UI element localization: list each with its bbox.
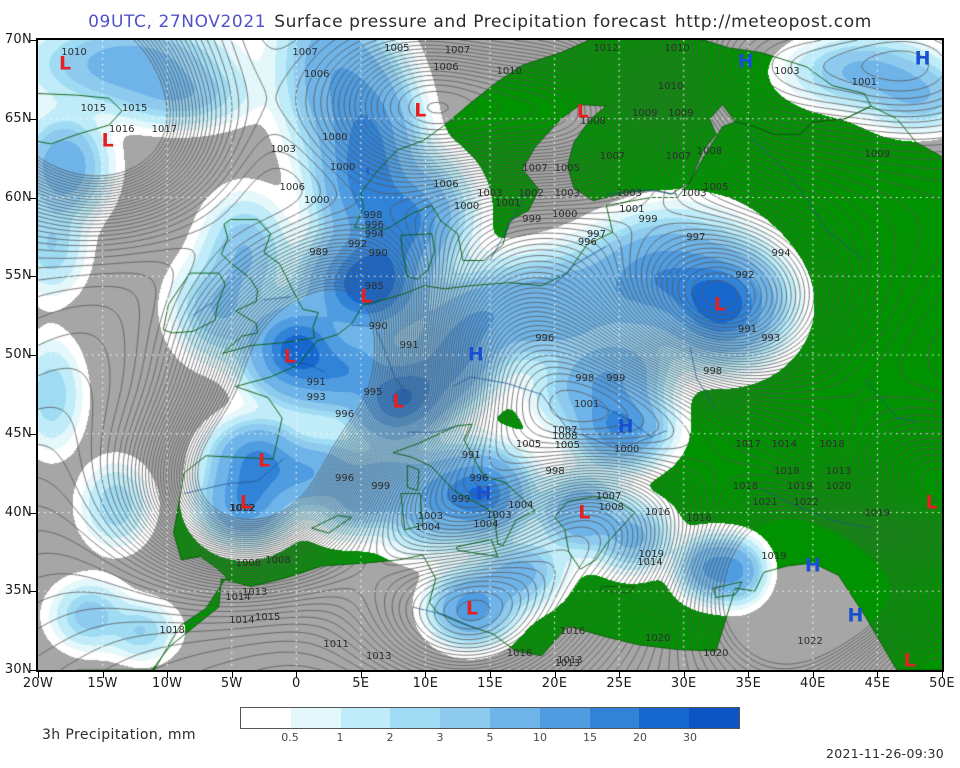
lon-tick xyxy=(102,672,104,678)
lon-label-40E: 40E xyxy=(800,676,826,691)
colorbar-segment-3[interactable] xyxy=(390,708,441,728)
lon-label-15E: 15E xyxy=(477,676,503,691)
colorbar-tick-10: 10 xyxy=(533,731,547,744)
low-pressure-marker: L xyxy=(239,491,252,514)
colorbar-segment-9[interactable] xyxy=(689,708,739,728)
lat-tick xyxy=(30,355,36,356)
colorbar-tick-20: 20 xyxy=(633,731,647,744)
lat-label-40N: 40N xyxy=(4,504,32,520)
map-frame[interactable]: 1010 1015 1015 1016 1017 1005 1007 1006 1012 1010… xyxy=(36,38,944,672)
lon-tick xyxy=(296,672,298,678)
lat-label-55N: 55N xyxy=(4,268,32,284)
lat-tick xyxy=(30,670,36,671)
title-description: Surface pressure and Precipitation forec… xyxy=(274,12,667,32)
lon-label-20W: 20W xyxy=(22,676,54,691)
lon-label-20E: 20E xyxy=(541,676,568,691)
page-title: 09UTC, 27NOV2021 Surface pressure and Pr… xyxy=(0,12,960,32)
colorbar-segment-2[interactable] xyxy=(340,708,391,728)
title-datetime: 09UTC, 27NOV2021 xyxy=(88,12,267,32)
lat-tick xyxy=(30,512,36,514)
lat-tick xyxy=(30,433,36,435)
title-url: http://meteopost.com xyxy=(674,12,872,32)
colorbar-segment-0[interactable] xyxy=(241,708,291,728)
low-pressure-marker: L xyxy=(101,129,114,152)
lon-tick xyxy=(425,672,427,678)
colorbar-segment-1[interactable] xyxy=(290,708,341,728)
lon-label-5E: 5E xyxy=(352,676,370,691)
colorbar-title: 3h Precipitation, mm xyxy=(42,727,196,743)
colorbar-segment-5[interactable] xyxy=(489,708,540,728)
low-pressure-marker: L xyxy=(392,390,405,413)
high-pressure-marker: H xyxy=(847,604,864,627)
high-pressure-marker: H xyxy=(617,415,634,438)
colorbar-tick-2: 2 xyxy=(386,731,394,744)
low-pressure-marker: L xyxy=(257,449,271,472)
colorbar-tick-1: 1 xyxy=(336,731,344,744)
colorbar-segment-8[interactable] xyxy=(639,708,690,728)
lon-label-10E: 10E xyxy=(412,676,439,691)
lon-tick xyxy=(490,672,491,678)
lon-label-50E: 50E xyxy=(929,676,955,691)
high-pressure-marker: H xyxy=(914,47,931,70)
precipitation-colorbar[interactable] xyxy=(240,707,740,729)
high-pressure-marker: H xyxy=(475,482,492,505)
lat-label-60N: 60N xyxy=(4,189,32,205)
lat-label-65N: 65N xyxy=(4,110,32,126)
colorbar-tick-5: 5 xyxy=(486,731,494,744)
colorbar-tick-15: 15 xyxy=(583,731,597,744)
lon-tick xyxy=(360,672,362,678)
lon-tick xyxy=(812,672,814,678)
lon-tick xyxy=(942,672,943,678)
lat-tick xyxy=(30,118,36,120)
lon-tick xyxy=(231,672,233,678)
lon-tick xyxy=(619,672,621,678)
lat-tick xyxy=(30,40,36,41)
lon-tick xyxy=(167,672,169,678)
low-pressure-marker: L xyxy=(578,501,591,523)
lat-label-45N: 45N xyxy=(4,425,32,441)
weather-map-canvas[interactable] xyxy=(38,40,942,670)
high-pressure-marker: H xyxy=(467,343,484,366)
colorbar-segment-7[interactable] xyxy=(589,708,640,728)
colorbar-segment-4[interactable] xyxy=(440,708,490,728)
lon-label-45E: 45E xyxy=(864,676,891,691)
colorbar-tick-0.5: 0.5 xyxy=(281,731,299,744)
lat-label-35N: 35N xyxy=(4,583,32,599)
colorbar-segment-6[interactable] xyxy=(539,708,590,728)
lat-label-30N: 30N xyxy=(4,662,32,677)
high-pressure-marker: H xyxy=(804,554,821,577)
low-pressure-marker: L xyxy=(465,597,478,620)
colorbar-tick-30: 30 xyxy=(683,731,697,744)
lon-tick xyxy=(683,672,685,678)
low-pressure-marker: L xyxy=(283,345,296,368)
high-pressure-marker: H xyxy=(737,50,754,73)
lon-tick xyxy=(877,672,879,678)
lon-label-5W: 5W xyxy=(220,676,243,691)
lon-label-0: 0 xyxy=(291,676,301,691)
lon-label-35E: 35E xyxy=(735,676,762,691)
low-pressure-marker: L xyxy=(359,285,373,308)
lon-tick xyxy=(554,672,556,678)
low-pressure-marker: L xyxy=(414,99,427,122)
lat-label-50N: 50N xyxy=(4,347,32,362)
generation-timestamp: 2021-11-26-09:30 xyxy=(826,746,944,761)
low-pressure-marker: L xyxy=(713,293,726,316)
low-pressure-marker: L xyxy=(576,100,590,123)
lon-tick xyxy=(38,672,39,678)
lat-tick xyxy=(30,591,36,593)
low-pressure-marker: L xyxy=(903,649,916,672)
low-pressure-marker: L xyxy=(925,491,938,514)
lon-label-10W: 10W xyxy=(151,676,183,691)
low-pressure-marker: L xyxy=(59,52,72,75)
lon-label-15W: 15W xyxy=(87,676,118,691)
colorbar-tick-3: 3 xyxy=(436,731,444,744)
lon-tick xyxy=(748,672,750,678)
lat-label-70N: 70N xyxy=(4,32,32,47)
lon-label-25E: 25E xyxy=(606,676,632,691)
lat-tick xyxy=(30,197,36,199)
lon-label-30E: 30E xyxy=(670,676,697,691)
lat-tick xyxy=(30,276,36,278)
